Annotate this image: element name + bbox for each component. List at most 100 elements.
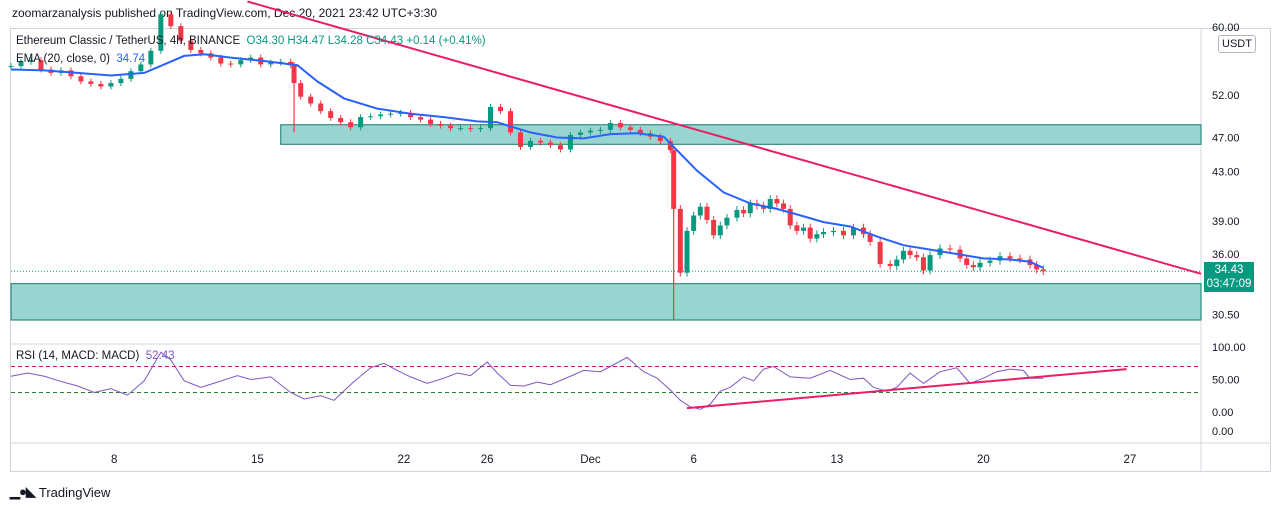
rsi-tick-label: 0.00 (1212, 407, 1233, 419)
candle-body (877, 241, 883, 264)
candle-body (767, 199, 773, 209)
candle-body (537, 140, 543, 143)
candle-body (547, 142, 553, 146)
candle-body (977, 262, 983, 268)
footer[interactable]: ▁●◣ TradingView (10, 484, 110, 500)
candle-body (677, 208, 683, 273)
currency-button[interactable]: USDT (1218, 35, 1256, 53)
candle-body (138, 64, 144, 72)
candle-body (557, 145, 563, 150)
candle-body (508, 111, 513, 133)
candle-body (987, 260, 993, 263)
candle-body (78, 76, 84, 82)
candle-body (148, 50, 154, 65)
candle-body (8, 66, 14, 68)
candle-body (691, 215, 697, 231)
time-tick-label: Dec (580, 454, 601, 466)
candle-body (821, 232, 827, 235)
candle-body (1040, 269, 1046, 272)
price-tick-label: 60.00 (1212, 22, 1240, 34)
candle-body (587, 130, 593, 133)
price-tick-label: 39.00 (1212, 216, 1240, 228)
candle-body (711, 219, 717, 236)
candle-body (338, 117, 344, 123)
candle-body (887, 263, 893, 267)
candle-body (657, 136, 663, 141)
candle-body (298, 83, 304, 97)
candle-body (964, 258, 970, 265)
candle-body (947, 248, 953, 250)
candle-body (228, 63, 234, 65)
candle-body (801, 227, 807, 231)
candle-body (774, 199, 780, 204)
rsi-label[interactable]: RSI (14, MACD: MACD) (16, 350, 140, 362)
time-tick-label: 6 (690, 454, 696, 466)
candle-body (684, 230, 690, 273)
ema-line (10, 53, 1044, 269)
candle-body (607, 123, 613, 130)
candle-body (567, 134, 573, 150)
time-tick-label: 15 (251, 454, 264, 466)
rsi-trendline (686, 368, 1127, 410)
candle-body (627, 127, 633, 130)
candle-body (831, 230, 837, 232)
ema-legend: EMA (20, close, 0) 34.74 (16, 53, 145, 65)
candle-body (318, 103, 324, 112)
symbol-legend: Ethereum Classic / TetherUS, 4h, BINANCE… (16, 35, 486, 47)
candle-body (128, 71, 134, 79)
candle-body (900, 250, 906, 260)
candle-body (787, 208, 793, 226)
candle-body (577, 132, 583, 135)
last-price: 34.43 (1214, 264, 1244, 276)
candle-body (198, 49, 204, 54)
candle-body (704, 206, 710, 220)
rsi-tick-label: 50.00 (1212, 375, 1240, 387)
time-tick-label: 20 (977, 454, 990, 466)
candle-body (238, 60, 244, 65)
ema-label[interactable]: EMA (20, close, 0) (16, 53, 110, 65)
ema-value: 34.74 (116, 53, 146, 65)
candle-body (841, 230, 846, 236)
support-zone-1 (10, 283, 1202, 321)
candle-body (747, 203, 753, 214)
candle-body (637, 129, 643, 134)
candle-body (761, 205, 767, 209)
candle-body (741, 210, 747, 214)
publisher-line: zoomarzanalysis published on TradingView… (12, 6, 438, 20)
symbol-title[interactable]: Ethereum Classic / TetherUS, 4h, BINANCE (16, 35, 241, 47)
footer-brand: TradingView (38, 484, 111, 500)
last-price-tag: 34.43 03:47:09 (1204, 262, 1254, 292)
candle-body (850, 227, 856, 236)
candle-body (1017, 258, 1023, 260)
candle-body (907, 250, 913, 256)
candle-body (697, 206, 703, 216)
time-tick-label: 22 (398, 454, 411, 466)
candle-body (388, 113, 394, 115)
chart-frame (10, 28, 1271, 472)
candle-body (88, 81, 94, 84)
candle-body (488, 106, 494, 129)
time-tick-label: 13 (830, 454, 843, 466)
candle-body (498, 106, 504, 112)
candle-body (428, 119, 434, 124)
candle-body (408, 112, 414, 118)
rsi-tick-label: 100.00 (1212, 342, 1246, 354)
price-tick-label: 52.00 (1212, 90, 1240, 102)
candle-body (218, 57, 224, 64)
candle-body (1034, 265, 1040, 270)
candle-body (927, 255, 933, 271)
candle-body (328, 111, 334, 118)
candle-body (781, 203, 787, 209)
candle-body (348, 122, 354, 128)
candle-body (108, 83, 114, 87)
time-tick-label: 8 (111, 454, 117, 466)
price-tick-label: 43.00 (1212, 167, 1240, 179)
rsi-value: 52.43 (145, 350, 175, 362)
macd-tick-label: 0.00 (1212, 426, 1233, 438)
candle-body (468, 128, 474, 130)
candle-body (418, 117, 424, 120)
candle-body (807, 227, 813, 239)
candle-body (168, 14, 174, 27)
candle-body (794, 225, 800, 231)
